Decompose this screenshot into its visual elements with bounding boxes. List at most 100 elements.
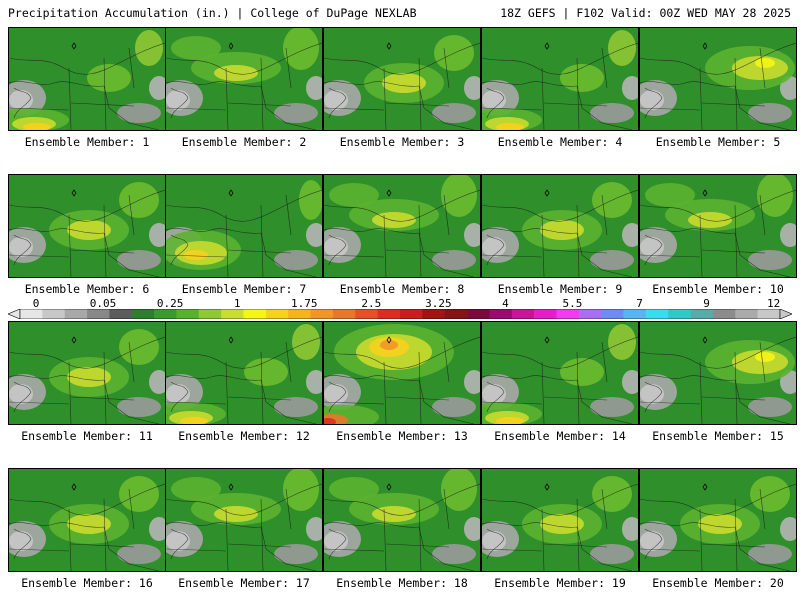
colorbar-swatch	[735, 309, 758, 319]
colorbar-swatch	[42, 309, 66, 319]
ensemble-member-label: Ensemble Member: 14	[494, 429, 626, 443]
ensemble-member-label: Ensemble Member: 7	[181, 282, 307, 296]
colorbar-swatch	[332, 309, 356, 319]
ensemble-map-panel	[8, 174, 166, 278]
precip-map	[324, 175, 480, 277]
colorbar-tick-label: 12	[767, 297, 781, 310]
precip-map	[9, 182, 165, 277]
colorbar-swatch	[265, 309, 289, 319]
ensemble-map-panel	[323, 27, 481, 131]
colorbar-swatch	[511, 309, 535, 319]
colorbar-swatch	[467, 309, 490, 319]
ensemble-map-panel	[639, 174, 797, 278]
colorbar-tick-label: 0.05	[89, 297, 117, 310]
ensemble-map-panel	[323, 174, 481, 278]
ensemble-member-label: Ensemble Member: 6	[24, 282, 150, 296]
colorbar-right-arrow	[779, 309, 792, 319]
ensemble-member-label: Ensemble Member: 10	[652, 282, 784, 296]
ensemble-member-label: Ensemble Member: 20	[652, 576, 784, 590]
precip-map	[166, 28, 322, 130]
precip-map	[9, 30, 165, 130]
precip-map	[166, 324, 322, 424]
map-title: Precipitation Accumulation (in.) | Colle…	[8, 6, 417, 20]
colorbar-tick-label: 0	[32, 297, 40, 310]
colorbar-swatch	[154, 309, 177, 319]
ensemble-member-label: Ensemble Member: 17	[178, 576, 310, 590]
colorbar-swatch	[87, 309, 110, 319]
ensemble-map-panel	[8, 27, 166, 131]
colorbar-swatch	[310, 309, 334, 319]
colorbar-swatches	[8, 309, 792, 319]
colorbar-swatch	[578, 309, 602, 319]
colorbar-swatch	[20, 309, 43, 319]
ensemble-member-label: Ensemble Member: 2	[181, 135, 307, 149]
ensemble-member-label: Ensemble Member: 11	[21, 429, 153, 443]
precip-map	[640, 336, 796, 424]
colorbar-swatch	[489, 309, 513, 319]
precip-map	[324, 35, 480, 130]
ensemble-map-panel	[639, 321, 797, 425]
ensemble-member-label: Ensemble Member: 9	[497, 282, 623, 296]
precip-map	[9, 476, 165, 571]
precip-map	[640, 42, 796, 130]
colorbar: 0 0.05 0.25 1 1.75 2.5 3.25 4 5.5 7 9 12	[8, 297, 792, 319]
colorbar-swatch	[355, 309, 378, 319]
ensemble-member-label: Ensemble Member: 16	[21, 576, 153, 590]
ensemble-map-panel	[323, 468, 481, 572]
colorbar-swatch	[623, 309, 647, 319]
colorbar-swatch	[444, 309, 468, 319]
colorbar-tick-label: 7	[636, 297, 643, 310]
ensemble-member-label: Ensemble Member: 15	[652, 429, 784, 443]
ensemble-map-panel	[323, 321, 481, 425]
ensemble-member-label: Ensemble Member: 8	[339, 282, 465, 296]
precip-map	[482, 30, 638, 130]
colorbar-tick-label: 0.25	[156, 297, 184, 310]
precip-map	[324, 469, 480, 571]
colorbar-swatch	[64, 309, 88, 319]
ensemble-member-label: Ensemble Member: 12	[178, 429, 310, 443]
ensemble-member-label: Ensemble Member: 18	[336, 576, 468, 590]
ensemble-member-label: Ensemble Member: 5	[655, 135, 781, 149]
colorbar-swatch	[534, 309, 557, 319]
precip-map	[640, 476, 796, 571]
colorbar-swatch	[712, 309, 736, 319]
colorbar-tick-label: 5.5	[562, 297, 583, 310]
ensemble-member-label: Ensemble Member: 1	[24, 135, 150, 149]
colorbar-swatch	[668, 309, 691, 319]
colorbar-swatch	[400, 309, 423, 319]
ensemble-member-label: Ensemble Member: 3	[339, 135, 465, 149]
ensemble-member-label: Ensemble Member: 19	[494, 576, 626, 590]
ensemble-member-label: Ensemble Member: 4	[497, 135, 623, 149]
precip-map	[640, 175, 796, 277]
precip-map	[166, 469, 322, 571]
precip-map	[482, 324, 638, 424]
colorbar-swatch	[601, 309, 624, 319]
colorbar-swatch	[690, 309, 714, 319]
colorbar-swatch	[243, 309, 267, 319]
ensemble-map-panel	[165, 174, 323, 278]
ensemble-member-label: Ensemble Member: 13	[336, 429, 468, 443]
ensemble-map-panel	[165, 321, 323, 425]
ensemble-map-panel	[165, 27, 323, 131]
colorbar-swatch	[422, 309, 446, 319]
colorbar-swatch	[176, 309, 200, 319]
colorbar-swatch	[556, 309, 580, 319]
colorbar-swatch	[221, 309, 244, 319]
colorbar-tick-label: 9	[703, 297, 710, 310]
colorbar-swatch	[198, 309, 222, 319]
ensemble-map-panel	[165, 468, 323, 572]
model-run-label: 18Z GEFS | F102 Valid: 00Z WED MAY 28 20…	[500, 6, 791, 20]
colorbar-swatch	[131, 309, 155, 319]
colorbar-tick-label: 3.25	[425, 297, 452, 310]
ensemble-map-panel	[8, 468, 166, 572]
colorbar-tick-label: 1.75	[290, 297, 318, 310]
ensemble-map-panel	[481, 27, 639, 131]
ensemble-map-panel	[639, 27, 797, 131]
ensemble-map-panel	[639, 468, 797, 572]
precip-map	[9, 329, 165, 424]
precip-map	[482, 182, 638, 277]
colorbar-tick-label: 2.5	[361, 297, 382, 310]
ensemble-map-panel	[481, 468, 639, 572]
colorbar-swatch	[377, 309, 401, 319]
precip-map	[166, 180, 322, 277]
